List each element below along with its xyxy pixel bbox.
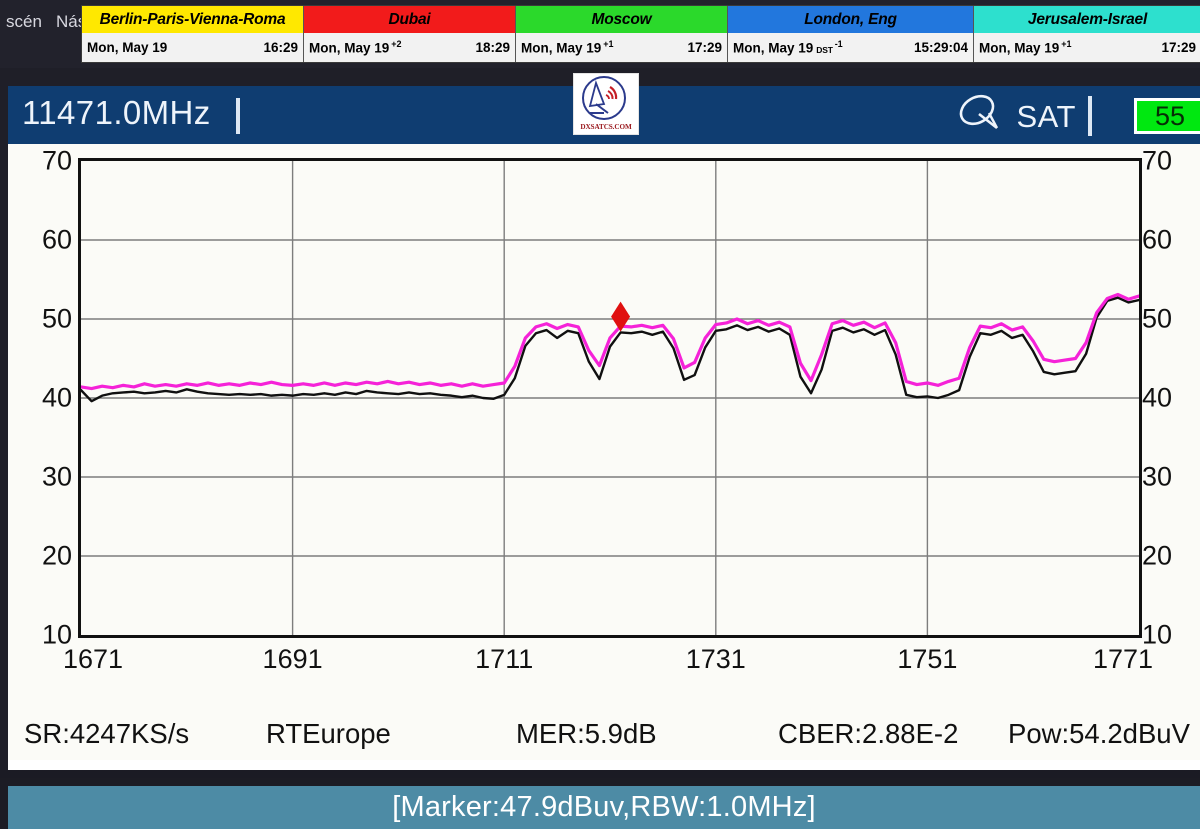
clock-column[interactable]: Dubai Mon, May 19 +2 18:29	[304, 6, 516, 62]
header-divider	[1088, 96, 1092, 136]
y-axis-tick-right: 70	[1142, 145, 1173, 176]
signal-level-badge: 55	[1134, 98, 1200, 134]
x-axis-tick: 1771	[1092, 644, 1154, 674]
spectrum-traces	[81, 161, 1139, 635]
clock-utc-offset: -1	[834, 39, 843, 50]
y-axis-tick-left: 70	[41, 145, 72, 176]
y-axis-tick-left: 30	[41, 461, 72, 492]
clock-city-label: Jerusalem-Israel	[974, 6, 1200, 33]
sat-label: SAT	[1016, 98, 1076, 134]
clock-date: Mon, May 19 DST-1	[733, 39, 843, 56]
clock-utc-offset: +2	[391, 39, 402, 50]
clock-time-value: 18:29	[475, 40, 510, 55]
marker-status-bar: [Marker:47.9dBuv,RBW:1.0MHz]	[8, 786, 1200, 829]
menu-item-scen[interactable]: scén	[6, 12, 42, 31]
clock-time-row: Mon, May 19 DST-1 15:29:04	[728, 33, 973, 62]
clock-date: Mon, May 19 +1	[521, 39, 614, 56]
text-caret	[236, 98, 240, 134]
y-axis-tick-left: 10	[41, 619, 72, 650]
signal-level-value: 55	[1154, 100, 1186, 131]
frequency-readout: 11471.0MHz	[22, 94, 211, 131]
y-axis-tick-left: 20	[41, 540, 72, 571]
x-axis-tick: 1671	[62, 644, 124, 674]
clock-city-label: London, Eng	[728, 6, 973, 33]
service-name-value: RTEurope	[266, 718, 391, 749]
clock-column[interactable]: Berlin-Paris-Vienna-Roma Mon, May 19 16:29	[82, 6, 304, 62]
x-axis-tick: 1691	[262, 644, 323, 674]
power-value: Pow:54.2dBuV	[1008, 718, 1190, 749]
menu-item-nas[interactable]: Nás	[56, 12, 87, 31]
clock-utc-offset: +1	[1061, 39, 1072, 50]
clock-utc-offset: +1	[603, 39, 614, 50]
clock-date: Mon, May 19 +1	[979, 39, 1072, 56]
logo-caption: DXSATCS.COM	[580, 123, 632, 131]
x-axis-tick: 1751	[897, 644, 958, 674]
dxsatcs-logo: DXSATCS.COM	[573, 73, 639, 135]
x-axis-tick: 1731	[685, 644, 746, 674]
y-axis-tick-left: 40	[41, 382, 72, 413]
clock-city-label: Dubai	[304, 6, 515, 33]
clock-time-value: 17:29	[1161, 40, 1196, 55]
clock-city-label: Berlin-Paris-Vienna-Roma	[82, 6, 303, 33]
clock-column[interactable]: Moscow Mon, May 19 +1 17:29	[516, 6, 728, 62]
satellite-dish-icon	[953, 92, 1005, 141]
spectrum-chart: SR:4247KS/s RTEurope MER:5.9dB CBER:2.88…	[8, 144, 1200, 829]
desktop-bottom-strip	[0, 770, 1200, 778]
clock-dst-flag: DST	[816, 44, 833, 55]
y-axis-tick-left: 50	[41, 303, 72, 334]
instrument-window: 11471.0MHz SAT 55	[8, 73, 1200, 829]
y-axis-tick-right: 10	[1142, 619, 1173, 650]
clock-time-row: Mon, May 19 16:29	[82, 33, 303, 62]
clock-column[interactable]: Jerusalem-Israel Mon, May 19 +1 17:29	[974, 6, 1200, 62]
x-axis-tick: 1711	[475, 644, 534, 674]
symbol-rate-value: SR:4247KS/s	[24, 718, 190, 749]
y-axis-tick-left: 60	[41, 224, 72, 255]
clock-time-row: Mon, May 19 +1 17:29	[974, 33, 1200, 62]
y-axis-tick-right: 30	[1142, 461, 1173, 492]
measurement-readout: SR:4247KS/s RTEurope MER:5.9dB CBER:2.88…	[8, 708, 1200, 760]
clock-date: Mon, May 19 +2	[309, 39, 402, 56]
instrument-header: 11471.0MHz SAT 55	[8, 73, 1200, 144]
clock-time-value: 15:29:04	[913, 40, 968, 55]
world-clock-bar: Berlin-Paris-Vienna-Roma Mon, May 19 16:29…	[81, 5, 1200, 63]
clock-date: Mon, May 19	[87, 40, 168, 55]
spectrum-analyzer-screen: scén Nás Berlin-Paris-Vienna-Roma Mon, Ma…	[0, 5, 1200, 829]
marker-text: [Marker:47.9dBuv,RBW:1.0MHz]	[392, 791, 816, 823]
clock-time-value: 16:29	[263, 40, 298, 55]
clock-time-value: 17:29	[687, 40, 722, 55]
plot-area[interactable]	[78, 158, 1142, 638]
sat-indicator[interactable]: SAT	[953, 92, 1077, 141]
y-axis-tick-right: 60	[1142, 224, 1173, 255]
y-axis-tick-right: 40	[1142, 382, 1173, 413]
cber-value: CBER:2.88E-2	[778, 718, 959, 749]
mer-value: MER:5.9dB	[516, 718, 657, 749]
y-axis-tick-right: 50	[1142, 303, 1173, 334]
clock-column[interactable]: London, Eng Mon, May 19 DST-1 15:29:04	[728, 6, 974, 62]
y-axis-tick-right: 20	[1142, 540, 1173, 571]
clock-time-row: Mon, May 19 +1 17:29	[516, 33, 727, 62]
clock-time-row: Mon, May 19 +2 18:29	[304, 33, 515, 62]
clock-city-label: Moscow	[516, 6, 727, 33]
